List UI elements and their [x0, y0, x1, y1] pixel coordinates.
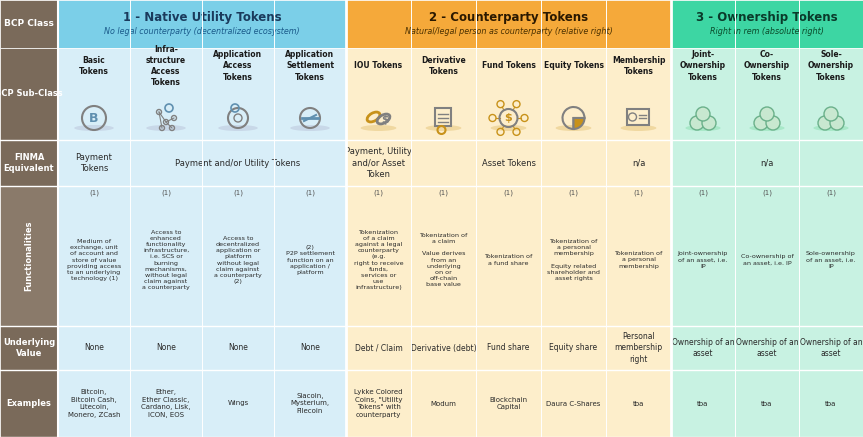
Bar	[274, 370, 346, 437]
Circle shape	[818, 116, 832, 130]
Text: Natural/legal person as counterparty (relative right): Natural/legal person as counterparty (re…	[405, 27, 613, 35]
Bar	[274, 186, 346, 326]
Bar	[274, 48, 346, 140]
Text: Derivative
Tokens: Derivative Tokens	[421, 56, 466, 76]
Text: Access to
enhanced
functionality
infrastructure,
i.e. SCS or
burning
mechanisms,: Access to enhanced functionality infrast…	[142, 229, 190, 291]
Bar	[346, 48, 411, 140]
Ellipse shape	[749, 125, 784, 131]
Text: Fund share: Fund share	[488, 343, 530, 353]
Bar	[202, 370, 274, 437]
Bar	[130, 186, 202, 326]
Bar	[0, 48, 58, 140]
Bar	[346, 370, 411, 437]
Text: 2 - Counterparty Tokens: 2 - Counterparty Tokens	[429, 10, 588, 24]
Bar	[627, 109, 648, 125]
Bar	[346, 0, 671, 48]
Text: Co-ownership of
an asset, i.e. IP: Co-ownership of an asset, i.e. IP	[740, 254, 793, 266]
Bar	[735, 370, 799, 437]
Text: IOU Tokens: IOU Tokens	[355, 62, 402, 70]
Circle shape	[830, 116, 844, 130]
Bar	[411, 186, 476, 326]
Text: None: None	[84, 343, 104, 353]
Ellipse shape	[146, 125, 186, 131]
Bar	[346, 140, 411, 186]
Text: Access to
decentralized
application or
platform
without legal
claim against
a co: Access to decentralized application or p…	[214, 236, 261, 284]
Ellipse shape	[361, 125, 396, 131]
Bar	[541, 326, 606, 370]
Bar	[671, 186, 735, 326]
Bar	[411, 326, 476, 370]
Ellipse shape	[685, 125, 721, 131]
Text: (1): (1)	[569, 190, 578, 196]
Bar	[346, 326, 411, 370]
Bar	[541, 48, 606, 140]
Text: (1): (1)	[698, 190, 708, 196]
Text: Payment and/or Utility Tokens: Payment and/or Utility Tokens	[175, 159, 300, 167]
Text: n/a: n/a	[760, 159, 774, 167]
Bar	[735, 48, 799, 140]
Bar	[202, 48, 274, 140]
Text: Modum: Modum	[431, 400, 457, 406]
Bar	[476, 186, 541, 326]
Text: Membership
Tokens: Membership Tokens	[612, 56, 665, 76]
Text: Equity Tokens: Equity Tokens	[544, 62, 603, 70]
Ellipse shape	[620, 125, 657, 131]
Text: (1): (1)	[374, 190, 383, 196]
Bar	[671, 370, 735, 437]
Bar	[671, 140, 863, 186]
Circle shape	[824, 107, 838, 121]
Text: None: None	[156, 343, 176, 353]
Bar	[346, 186, 411, 326]
Bar	[58, 186, 130, 326]
Bar	[799, 370, 863, 437]
Bar	[58, 140, 130, 186]
Bar	[411, 370, 476, 437]
Bar	[58, 326, 130, 370]
Text: B: B	[89, 111, 98, 125]
Ellipse shape	[74, 125, 114, 131]
Text: Tokenization of
a fund share: Tokenization of a fund share	[484, 254, 532, 266]
Text: Tokenization
of a claim
against a legal
counterparty
(e.g.
right to receive
fund: Tokenization of a claim against a legal …	[354, 229, 403, 291]
Text: Payment, Utility
and/or Asset
Token: Payment, Utility and/or Asset Token	[345, 147, 412, 179]
Text: tba: tba	[825, 400, 837, 406]
Bar	[0, 186, 58, 326]
Text: Ownership of an
asset: Ownership of an asset	[735, 338, 798, 358]
Circle shape	[696, 107, 710, 121]
Text: Right in rem (absolute right): Right in rem (absolute right)	[710, 27, 824, 35]
Wedge shape	[574, 118, 584, 129]
Text: Functionalities: Functionalities	[24, 221, 34, 291]
Text: Co-
Ownership
Tokens: Co- Ownership Tokens	[744, 50, 790, 82]
Text: None: None	[228, 343, 248, 353]
Text: No legal counterparty (decentralized ecosystem): No legal counterparty (decentralized eco…	[104, 27, 299, 35]
Text: Ownership of an
asset: Ownership of an asset	[800, 338, 862, 358]
Text: tba: tba	[761, 400, 772, 406]
Circle shape	[702, 116, 716, 130]
Text: Underlying
Value: Underlying Value	[3, 338, 55, 358]
Ellipse shape	[218, 125, 258, 131]
Text: (1): (1)	[89, 190, 99, 196]
Text: BCP Class: BCP Class	[4, 20, 54, 28]
Bar	[671, 0, 863, 48]
Bar	[0, 370, 58, 437]
Circle shape	[690, 116, 704, 130]
Bar	[58, 48, 130, 140]
Text: 1 - Native Utility Tokens: 1 - Native Utility Tokens	[123, 10, 281, 24]
Text: tba: tba	[697, 400, 709, 406]
Text: Examples: Examples	[7, 399, 52, 408]
Text: 3 - Ownership Tokens: 3 - Ownership Tokens	[696, 10, 838, 24]
Bar	[202, 326, 274, 370]
Text: Personal
membership
right: Personal membership right	[614, 333, 663, 364]
Bar	[130, 326, 202, 370]
Bar	[735, 326, 799, 370]
Bar	[606, 48, 671, 140]
Bar	[671, 326, 735, 370]
Bar	[671, 48, 735, 140]
Bar	[0, 140, 58, 186]
Bar	[58, 370, 130, 437]
Bar	[0, 326, 58, 370]
Circle shape	[766, 116, 780, 130]
Bar	[130, 370, 202, 437]
Bar	[606, 370, 671, 437]
Text: (2)
P2P settlement
function on an
application /
platform: (2) P2P settlement function on an applic…	[286, 245, 335, 275]
Ellipse shape	[425, 125, 462, 131]
